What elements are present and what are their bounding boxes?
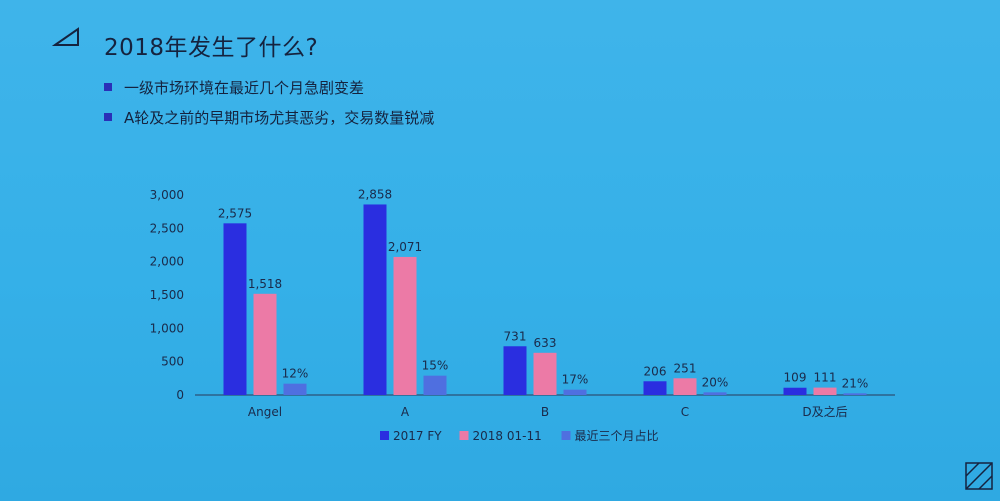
bar-2017	[223, 223, 247, 395]
x-category-label: B	[541, 405, 549, 419]
x-category-label: A	[401, 405, 410, 419]
triangle-ruler-icon	[51, 26, 82, 52]
bar-ratio	[703, 392, 727, 395]
y-tick-label: 3,000	[150, 188, 184, 202]
bar-2017	[783, 387, 807, 395]
bullet-text: A轮及之前的早期市场尤其恶劣，交易数量锐减	[124, 108, 435, 127]
bar-2018	[673, 378, 697, 395]
data-label: 21%	[842, 376, 869, 390]
bar-ratio	[423, 375, 447, 395]
data-label: 2,575	[218, 206, 252, 220]
legend-label: 2018 01-11	[473, 429, 542, 443]
legend-label: 2017 FY	[393, 429, 442, 443]
data-label: 633	[534, 336, 557, 350]
bar-2018	[393, 256, 417, 395]
data-label: 109	[784, 371, 807, 385]
bullet-text: 一级市场环境在最近几个月急剧变差	[124, 78, 365, 97]
bullet-marker	[104, 83, 112, 91]
data-label: 2,071	[388, 240, 422, 254]
data-label: 206	[644, 364, 667, 378]
y-tick-label: 2,500	[150, 221, 184, 235]
bar-ratio	[283, 383, 307, 395]
bar-2017	[643, 381, 667, 395]
y-tick-label: 1,500	[150, 288, 184, 302]
x-category-label: D及之后	[802, 405, 847, 419]
bar-2017	[503, 346, 527, 395]
data-label: 20%	[702, 375, 729, 389]
y-tick-label: 1,000	[150, 321, 184, 335]
y-tick-label: 2,000	[150, 255, 184, 269]
data-label: 731	[504, 329, 527, 343]
data-label: 1,518	[248, 277, 282, 291]
bullet-list: 一级市场环境在最近几个月急剧变差 A轮及之前的早期市场尤其恶劣，交易数量锐减	[104, 72, 434, 132]
data-label: 251	[674, 361, 697, 375]
data-label: 2,858	[358, 187, 392, 201]
x-category-label: C	[681, 405, 689, 419]
bullet-item: 一级市场环境在最近几个月急剧变差	[104, 72, 434, 102]
legend-swatch	[459, 431, 469, 440]
slide-title: 2018年发生了什么?	[104, 35, 319, 61]
bar-ratio	[843, 393, 867, 395]
y-tick-label: 500	[161, 355, 184, 369]
bar-2018	[253, 293, 277, 395]
bar-ratio	[563, 389, 587, 395]
bar-2018	[533, 352, 557, 395]
x-category-label: Angel	[248, 405, 282, 419]
data-label: 111	[814, 371, 837, 385]
legend-label: 最近三个月占比	[575, 428, 659, 443]
data-label: 12%	[282, 367, 309, 381]
legend-swatch	[380, 431, 389, 440]
bullet-item: A轮及之前的早期市场尤其恶劣，交易数量锐减	[104, 102, 434, 132]
data-label: 15%	[422, 359, 449, 373]
bar-2018	[813, 387, 837, 395]
brand-logo-icon	[964, 461, 994, 495]
y-tick-label: 0	[176, 388, 184, 402]
bar-2017	[363, 204, 387, 395]
data-label: 17%	[562, 373, 589, 387]
bullet-marker	[104, 113, 112, 121]
legend-swatch	[561, 431, 571, 440]
